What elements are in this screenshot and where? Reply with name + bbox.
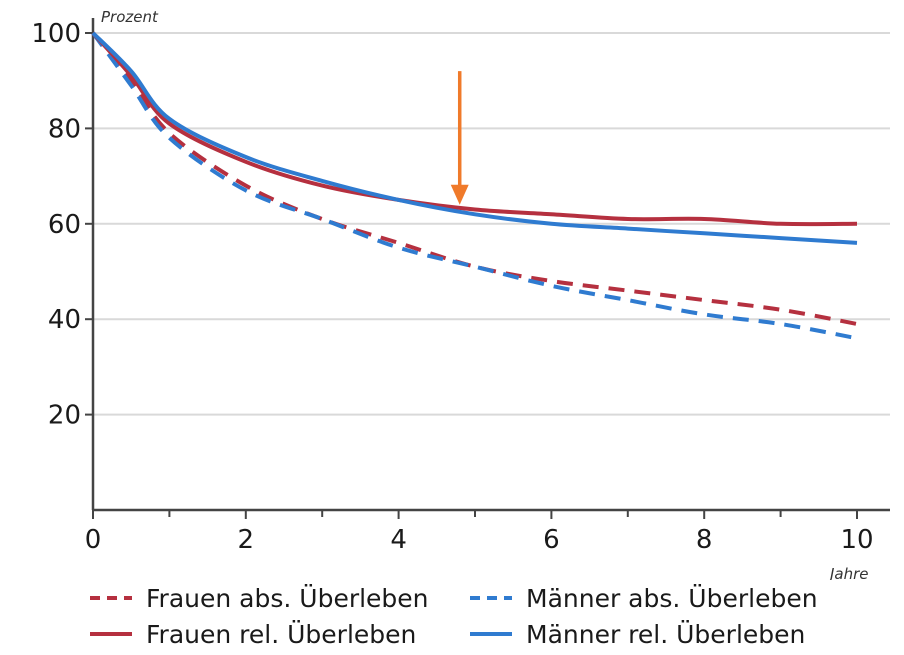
- legend-swatch-maenner-rel: [470, 632, 512, 636]
- grid-lines: [93, 32, 890, 416]
- series-line-maenner-abs: [91, 31, 858, 341]
- x-tick-label-0: 0: [85, 525, 102, 555]
- survival-chart: 20 40 60 80 100 0 2 4 6 8 10 Prozent Jahre: [31, 8, 890, 580]
- y-tick-label-60: 60: [48, 210, 81, 240]
- tick-labels: 20 40 60 80 100 0 2 4 6 8 10 Prozent Jahre: [31, 8, 873, 580]
- legend-label-maenner-abs: Männer abs. Überleben: [526, 583, 818, 613]
- y-tick-label-40: 40: [48, 305, 81, 335]
- y-tick-label-20: 20: [48, 401, 81, 431]
- legend-item-maenner-abs: Männer abs. Überleben: [468, 580, 868, 616]
- axes: [85, 18, 890, 519]
- x-unit-label: Jahre: [827, 565, 869, 580]
- x-tick-label-8: 8: [696, 525, 713, 555]
- legend-label-frauen-abs: Frauen abs. Überleben: [146, 583, 429, 613]
- legend-swatch-frauen-abs: [90, 596, 132, 600]
- x-tick-label-2: 2: [238, 525, 255, 555]
- series-lines: [91, 31, 858, 341]
- legend-swatch-maenner-abs: [470, 596, 512, 600]
- y-tick-label-100: 100: [31, 19, 81, 49]
- x-tick-label-4: 4: [390, 525, 407, 555]
- annotation-arrow: [450, 71, 469, 205]
- annotation-arrow-head: [450, 184, 469, 205]
- series-line-maenner-rel: [91, 31, 858, 245]
- legend-item-maenner-rel: Männer rel. Überleben: [468, 616, 868, 652]
- legend-swatch-frauen-rel: [90, 632, 132, 636]
- y-tick-label-80: 80: [48, 114, 81, 144]
- x-tick-label-6: 6: [543, 525, 560, 555]
- y-unit-label: Prozent: [101, 8, 159, 26]
- series-line-frauen-rel: [91, 31, 858, 227]
- legend-label-maenner-rel: Männer rel. Überleben: [526, 619, 806, 649]
- legend-label-frauen-rel: Frauen rel. Überleben: [146, 619, 417, 649]
- legend-item-frauen-rel: Frauen rel. Überleben: [88, 616, 468, 652]
- series-line-frauen-abs: [91, 31, 858, 326]
- legend: Frauen abs. Überleben Männer abs. Überle…: [88, 580, 888, 652]
- legend-item-frauen-abs: Frauen abs. Überleben: [88, 580, 468, 616]
- x-tick-label-10: 10: [840, 525, 873, 555]
